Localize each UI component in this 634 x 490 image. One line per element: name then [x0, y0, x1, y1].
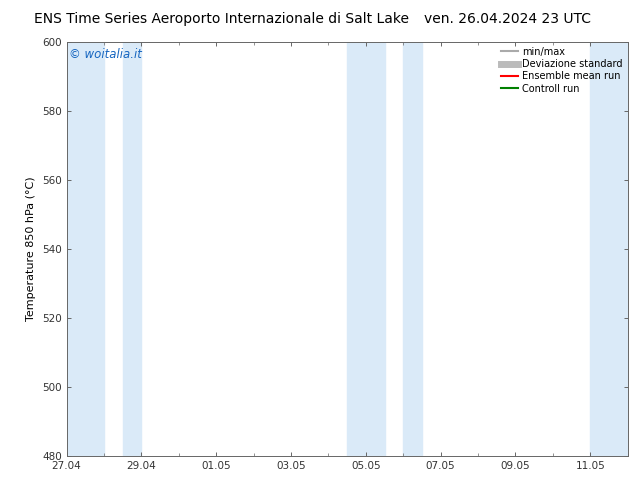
- Bar: [347, 42, 384, 456]
- Bar: [67, 42, 104, 456]
- Legend: min/max, Deviazione standard, Ensemble mean run, Controll run: min/max, Deviazione standard, Ensemble m…: [499, 45, 624, 96]
- Text: ven. 26.04.2024 23 UTC: ven. 26.04.2024 23 UTC: [424, 12, 591, 26]
- Bar: [403, 42, 422, 456]
- Y-axis label: Temperature 850 hPa (°C): Temperature 850 hPa (°C): [27, 176, 36, 321]
- Text: © woitalia.it: © woitalia.it: [69, 48, 142, 61]
- Bar: [590, 42, 628, 456]
- Text: ENS Time Series Aeroporto Internazionale di Salt Lake: ENS Time Series Aeroporto Internazionale…: [34, 12, 410, 26]
- Bar: [122, 42, 141, 456]
